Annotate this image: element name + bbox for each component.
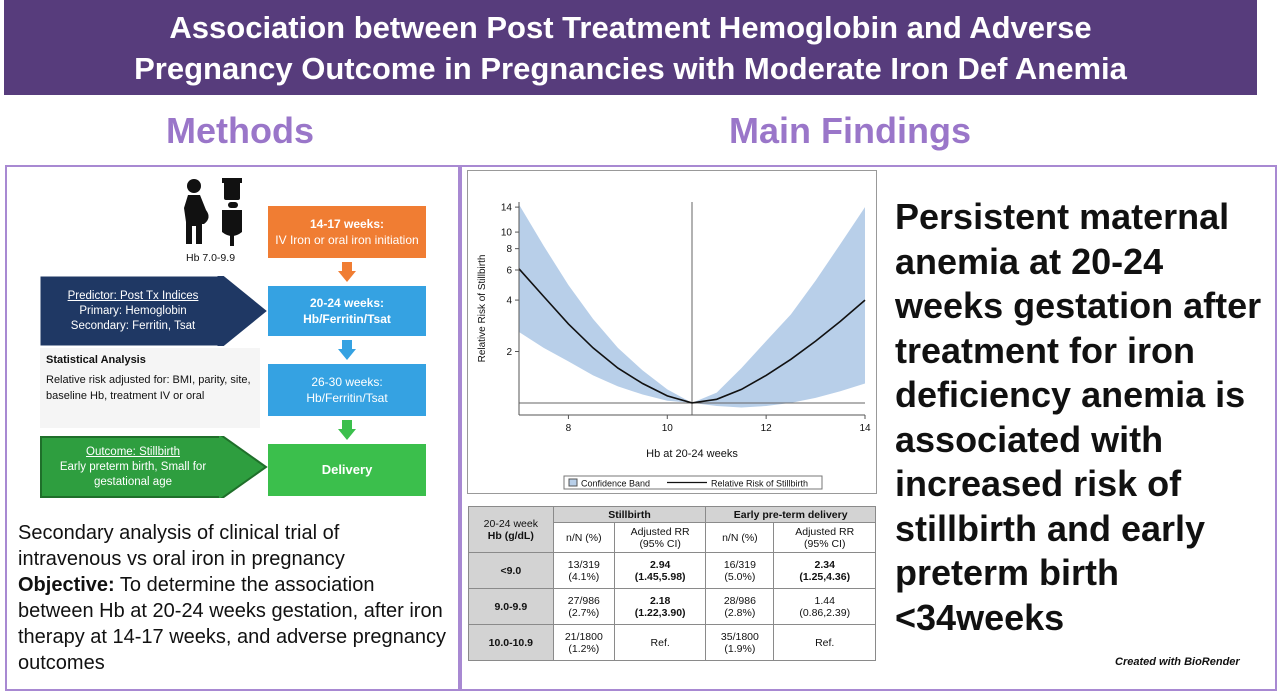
biorender-credit: Created with BioRender bbox=[1115, 656, 1240, 668]
arrow-down-icon bbox=[338, 340, 356, 360]
table-header-stillbirth: Stillbirth bbox=[552, 506, 707, 523]
flow-box-title: 26-30 weeks: bbox=[311, 375, 383, 389]
table-row: <9.0 13/319 (4.1%) 2.94 (1.45,5.98) 16/319… bbox=[468, 552, 876, 589]
predictor-title: Predictor: Post Tx Indices bbox=[67, 289, 199, 302]
table-cell-hb: <9.0 bbox=[468, 552, 554, 589]
table-row: 10.0-10.9 21/1800 (1.2%) Ref. 35/1800 (1.9… bbox=[468, 624, 876, 661]
table-subheader: n/N (%) bbox=[705, 522, 775, 553]
flow-box-sub: IV Iron or oral iron initiation bbox=[275, 233, 419, 247]
table-cell: 2.34 (1.25,4.36) bbox=[773, 552, 876, 589]
stats-title: Statistical Analysis bbox=[46, 354, 146, 366]
chart-frame bbox=[467, 170, 877, 494]
table-cell: 16/319 (5.0%) bbox=[705, 552, 775, 589]
table-cell: Ref. bbox=[773, 624, 876, 661]
pregnant-woman-icon bbox=[184, 178, 242, 246]
title-line-1: Association between Post Treatment Hemog… bbox=[169, 10, 1092, 45]
title-line-2: Pregnancy Outcome in Pregnancies with Mo… bbox=[134, 51, 1127, 86]
risk-curve bbox=[518, 268, 866, 404]
table-subheader: n/N (%) bbox=[552, 522, 616, 553]
predictor-line2: Secondary: Ferritin, Tsat bbox=[70, 319, 196, 332]
table-row: 9.0-9.9 27/986 (2.7%) 2.18 (1.22,3.90) 28/… bbox=[468, 588, 876, 625]
table-cell: 21/1800 (1.2%) bbox=[552, 624, 616, 661]
x-tick-label: 8 bbox=[566, 423, 572, 434]
outcome-line2: gestational age bbox=[93, 475, 172, 488]
outcome-title: Outcome: Stillbirth bbox=[86, 445, 180, 458]
flow-box-14-17: 14-17 weeks: IV Iron or oral iron initia… bbox=[268, 206, 426, 258]
x-tick-label: 12 bbox=[761, 423, 773, 434]
table-cell: 2.18 (1.22,3.90) bbox=[613, 588, 707, 625]
arrow-down-icon bbox=[338, 420, 356, 440]
table-subheader: Adjusted RR (95% CI) bbox=[773, 522, 876, 553]
arrow-down-icon bbox=[338, 262, 356, 282]
flow-box-title: Delivery bbox=[321, 462, 373, 477]
table-cell: 1.44 (0.86,2.39) bbox=[773, 588, 876, 625]
y-tick-label: 2 bbox=[506, 347, 512, 358]
legend-label-line: Relative Risk of Stillbirth bbox=[711, 479, 808, 489]
outcome-table: 20-24 week Hb (g/dL) Stillbirth Early pr… bbox=[468, 506, 876, 661]
findings-panel bbox=[460, 165, 1277, 691]
table-subheader: Adjusted RR (95% CI) bbox=[613, 522, 707, 553]
flow-box-26-30: 26-30 weeks: Hb/Ferritin/Tsat bbox=[268, 364, 426, 416]
flow-box-sub: Hb/Ferritin/Tsat bbox=[303, 312, 391, 326]
predictor-pointer bbox=[40, 276, 267, 346]
methods-paragraph: Secondary analysis of clinical trial of … bbox=[18, 520, 448, 676]
table-cell: 35/1800 (1.9%) bbox=[705, 624, 775, 661]
predictor-text: Predictor: Post Tx Indices Primary: Hemo… bbox=[44, 284, 222, 338]
stats-body: Relative risk adjusted for: BMI, parity,… bbox=[46, 374, 251, 402]
table-cell: 27/986 (2.7%) bbox=[552, 588, 616, 625]
hb-range-label: Hb 7.0-9.9 bbox=[186, 252, 236, 264]
findings-heading: Main Findings bbox=[729, 110, 971, 151]
stillbirth-risk-chart: 2 4 6 8 10 14 8 10 12 14 Hb at 20-24 weeks Relative… bbox=[477, 202, 871, 490]
table-header-hb: 20-24 week Hb (g/dL) bbox=[468, 506, 554, 553]
methods-text1: Secondary analysis of clinical trial of … bbox=[18, 522, 345, 570]
table-cell: 28/986 (2.8%) bbox=[705, 588, 775, 625]
y-axis-label: Relative Risk of Stillbirth bbox=[477, 255, 488, 363]
x-axis-label: Hb at 20-24 weeks bbox=[646, 448, 738, 460]
objective-text: To determine the association between Hb … bbox=[18, 574, 447, 674]
legend-label-band: Confidence Band bbox=[581, 479, 650, 489]
objective-label: Objective: bbox=[18, 574, 115, 596]
table-header-line: Hb (g/dL) bbox=[487, 529, 534, 542]
outcome-text: Outcome: Stillbirth Early preterm birth,… bbox=[44, 442, 222, 492]
y-tick-label: 14 bbox=[501, 203, 513, 214]
legend-swatch-band bbox=[568, 478, 578, 487]
predictor-line1: Primary: Hemoglobin bbox=[79, 304, 187, 317]
table-header-line: 20-24 week bbox=[483, 517, 538, 530]
x-tick-label: 10 bbox=[662, 423, 674, 434]
y-tick-label: 10 bbox=[501, 228, 513, 239]
x-tick-label: 14 bbox=[859, 423, 871, 434]
title-banner: Association between Post Treatment Hemog… bbox=[4, 0, 1257, 95]
flow-box-sub: Hb/Ferritin/Tsat bbox=[306, 391, 388, 405]
statistical-analysis-box: Statistical Analysis Relative risk adjus… bbox=[40, 348, 260, 428]
table-cell-hb: 9.0-9.9 bbox=[468, 588, 554, 625]
flow-box-20-24: 20-24 weeks: Hb/Ferritin/Tsat bbox=[268, 286, 426, 336]
table-header-preterm: Early pre-term delivery bbox=[705, 506, 876, 523]
table-cell: Ref. bbox=[613, 624, 707, 661]
y-tick-label: 8 bbox=[506, 244, 512, 255]
flow-box-title: 14-17 weeks: bbox=[309, 217, 385, 231]
flow-box-title: 20-24 weeks: bbox=[309, 296, 385, 310]
y-tick-label: 6 bbox=[506, 265, 512, 276]
y-tick-label: 4 bbox=[506, 296, 512, 307]
flow-box-delivery: Delivery bbox=[268, 444, 426, 496]
table-cell-hb: 10.0-10.9 bbox=[468, 624, 554, 661]
methods-panel bbox=[5, 165, 460, 691]
confidence-band bbox=[519, 204, 865, 408]
methods-heading: Methods bbox=[166, 110, 314, 151]
table-cell: 13/319 (4.1%) bbox=[552, 552, 616, 589]
table-cell: 2.94 (1.45,5.98) bbox=[613, 552, 707, 589]
outcome-pointer bbox=[40, 436, 268, 498]
outcome-line1: Early preterm birth, Small for bbox=[59, 460, 207, 473]
main-finding-statement: Persistent maternal anemia at 20-24 week… bbox=[895, 196, 1262, 638]
